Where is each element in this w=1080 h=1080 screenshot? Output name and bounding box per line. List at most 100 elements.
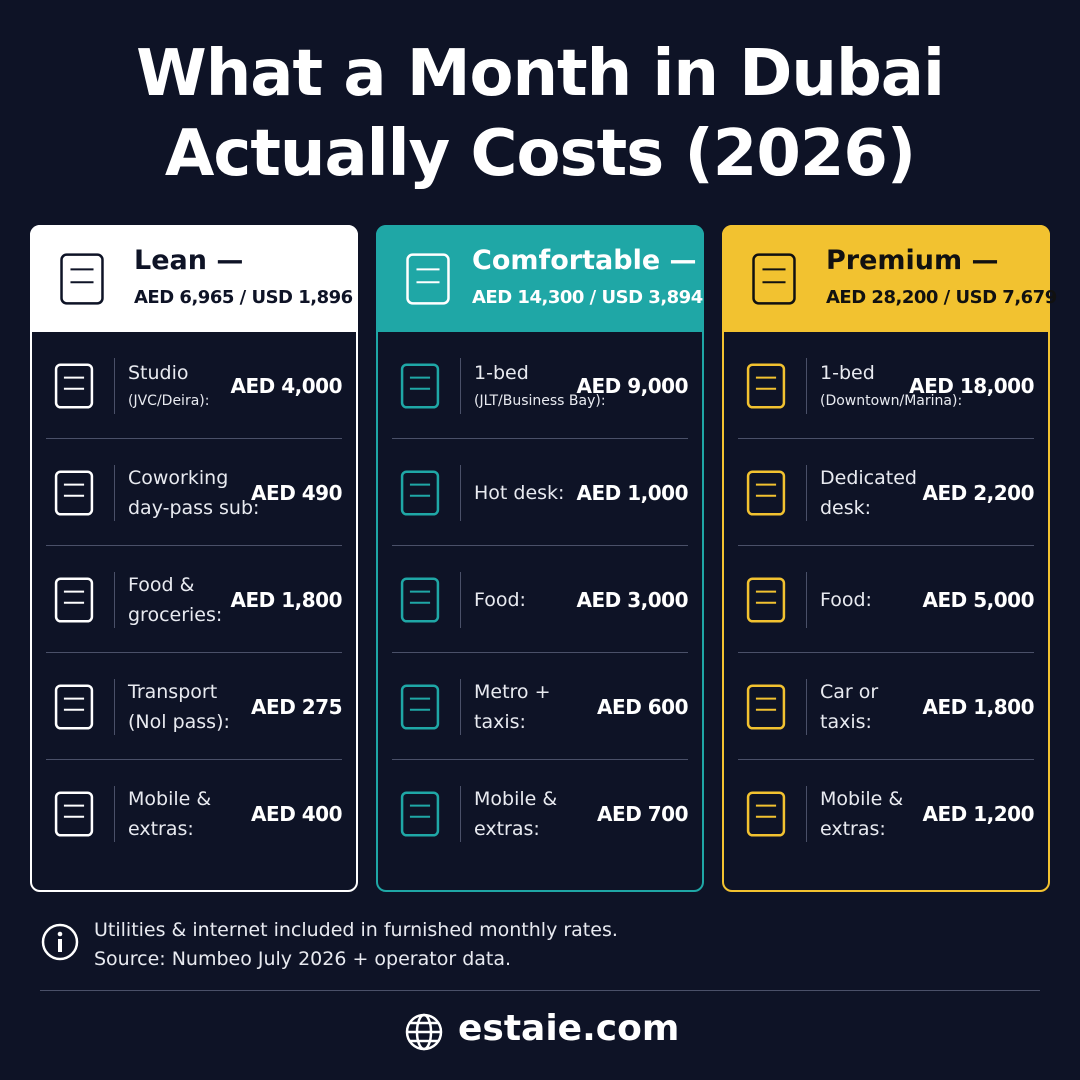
tier-name: Comfortable —	[472, 245, 697, 276]
label-line: 1-bed	[820, 361, 875, 384]
cost-row: 1-bed (Downtown/Marina): AED 18,000	[724, 332, 1048, 439]
icon	[54, 470, 94, 516]
divider	[460, 679, 461, 735]
label-line: Metro +	[474, 680, 551, 703]
separator	[392, 438, 688, 439]
tier-panel: Lean — AED 6,965 / USD 1,896 Studio (JVC/De…	[30, 225, 358, 892]
label-sub: (Downtown/Marina):	[820, 392, 963, 409]
icon	[746, 577, 786, 623]
icon	[400, 791, 440, 837]
label-line: Hot desk:	[474, 481, 565, 504]
icon	[54, 363, 94, 409]
cost-amount: AED 400	[251, 801, 342, 826]
cost-amount: AED 1,200	[922, 801, 1035, 826]
icon	[400, 363, 440, 409]
footnote-line: Utilities & internet included in furnish…	[94, 919, 618, 941]
separator	[46, 545, 342, 546]
label-line: Mobile &	[128, 787, 212, 810]
divider	[460, 572, 461, 628]
label-line: taxis:	[474, 710, 526, 733]
separator	[738, 545, 1034, 546]
cost-row: Mobile & extras: AED 400	[32, 760, 356, 867]
cost-amount: AED 2,200	[922, 480, 1035, 505]
label-line: Coworking	[128, 466, 229, 489]
tier-name: Premium —	[826, 245, 999, 276]
divider	[460, 786, 461, 842]
cost-label: Transport (Nol pass):	[128, 653, 230, 760]
cost-row: Hot desk: AED 1,000	[378, 439, 702, 546]
label-line: day-pass sub:	[128, 496, 260, 519]
tier-header: Premium — AED 28,200 / USD 7,679	[722, 225, 1057, 332]
divider	[460, 358, 461, 414]
cost-amount: AED 9,000	[576, 373, 689, 398]
cost-amount: AED 490	[251, 480, 342, 505]
cost-label: 1-bed (Downtown/Marina):	[820, 332, 962, 439]
icon	[54, 684, 94, 730]
divider	[460, 465, 461, 521]
cost-label: Mobile & extras:	[474, 760, 557, 867]
cost-amount: AED 1,800	[230, 587, 343, 612]
tier-panel: Premium — AED 28,200 / USD 7,679 1-bed (Dow…	[722, 225, 1057, 892]
separator	[46, 759, 342, 760]
icon	[54, 577, 94, 623]
cost-row: Mobile & extras: AED 700	[378, 760, 702, 867]
cost-amount: AED 4,000	[230, 373, 343, 398]
tier-header: Lean — AED 6,965 / USD 1,896	[30, 225, 358, 332]
icon	[60, 253, 104, 305]
icon	[54, 791, 94, 837]
label-line: Food:	[474, 588, 526, 611]
icon	[746, 684, 786, 730]
label-line: extras:	[474, 817, 540, 840]
cost-row: Food & groceries: AED 1,800	[32, 546, 356, 653]
cost-label: Dedicated desk:	[820, 439, 917, 546]
cost-row: Dedicated desk: AED 2,200	[724, 439, 1048, 546]
label-line: Food &	[128, 573, 195, 596]
divider	[806, 465, 807, 521]
label-line: Dedicated	[820, 466, 917, 489]
icon	[400, 577, 440, 623]
label-line: taxis:	[820, 710, 872, 733]
icon	[400, 684, 440, 730]
label-line: (Nol pass):	[128, 710, 230, 733]
divider	[114, 679, 115, 735]
cost-label: Mobile & extras:	[128, 760, 211, 867]
tier-header: Comfortable — AED 14,300 / USD 3,894	[376, 225, 704, 332]
globe-icon	[405, 1013, 443, 1051]
icon	[746, 363, 786, 409]
cost-label: Car or taxis:	[820, 653, 878, 760]
cost-label: Metro + taxis:	[474, 653, 551, 760]
cost-row: Transport (Nol pass): AED 275	[32, 653, 356, 760]
cost-amount: AED 18,000	[909, 373, 1034, 398]
label-line: 1-bed	[474, 361, 529, 384]
separator	[392, 759, 688, 760]
label-line: groceries:	[128, 603, 223, 626]
separator	[738, 759, 1034, 760]
separator	[46, 652, 342, 653]
label-sub: (JVC/Deira):	[128, 392, 210, 409]
footnote-line: Source: Numbeo July 2026 + operator data…	[94, 948, 512, 970]
separator	[738, 438, 1034, 439]
tier-total: AED 14,300 / USD 3,894	[472, 287, 703, 308]
cost-label: Food:	[820, 546, 872, 653]
separator	[46, 438, 342, 439]
cost-row: Food: AED 5,000	[724, 546, 1048, 653]
separator	[392, 545, 688, 546]
divider	[806, 358, 807, 414]
label-line: Food:	[820, 588, 872, 611]
divider	[806, 572, 807, 628]
cost-amount: AED 600	[597, 694, 688, 719]
icon	[746, 791, 786, 837]
label-line: desk:	[820, 496, 872, 519]
divider	[40, 990, 1040, 991]
cost-label: Mobile & extras:	[820, 760, 903, 867]
label-line: Transport	[128, 680, 218, 703]
cost-amount: AED 275	[251, 694, 342, 719]
icon	[752, 253, 796, 305]
label-line: Car or	[820, 680, 879, 703]
title: What a Month in Dubai Actually Costs (20…	[136, 37, 945, 191]
cost-row: Car or taxis: AED 1,800	[724, 653, 1048, 760]
cost-row: 1-bed (JLT/Business Bay): AED 9,000	[378, 332, 702, 439]
cost-label: Food:	[474, 546, 526, 653]
tier-panel: Comfortable — AED 14,300 / USD 3,894 1-bed…	[376, 225, 704, 892]
